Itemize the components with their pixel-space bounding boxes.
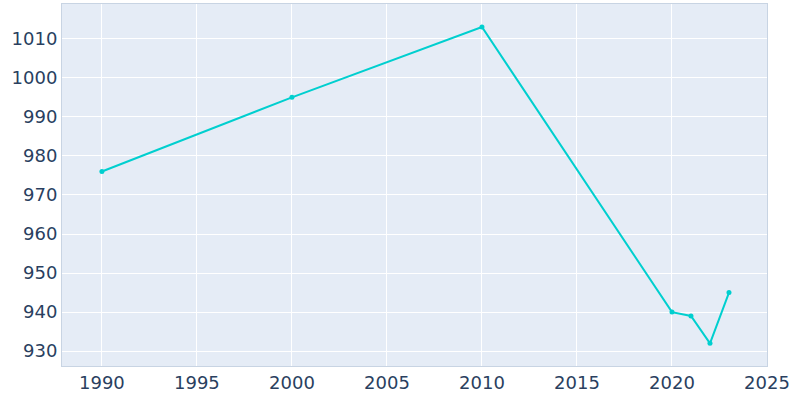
svg-text:1010: 1010 (12, 28, 58, 49)
svg-text:2020: 2020 (649, 372, 695, 393)
svg-text:2005: 2005 (364, 372, 410, 393)
svg-text:990: 990 (23, 106, 57, 127)
svg-text:1995: 1995 (174, 372, 220, 393)
svg-text:940: 940 (23, 301, 57, 322)
svg-text:2025: 2025 (744, 372, 790, 393)
svg-text:960: 960 (23, 223, 57, 244)
svg-text:1990: 1990 (79, 372, 125, 393)
svg-text:1000: 1000 (12, 67, 58, 88)
svg-text:2010: 2010 (459, 372, 505, 393)
svg-text:980: 980 (23, 145, 57, 166)
svg-text:970: 970 (23, 184, 57, 205)
svg-text:2000: 2000 (269, 372, 315, 393)
svg-text:2015: 2015 (554, 372, 600, 393)
svg-text:930: 930 (23, 340, 57, 361)
svg-text:950: 950 (23, 262, 57, 283)
